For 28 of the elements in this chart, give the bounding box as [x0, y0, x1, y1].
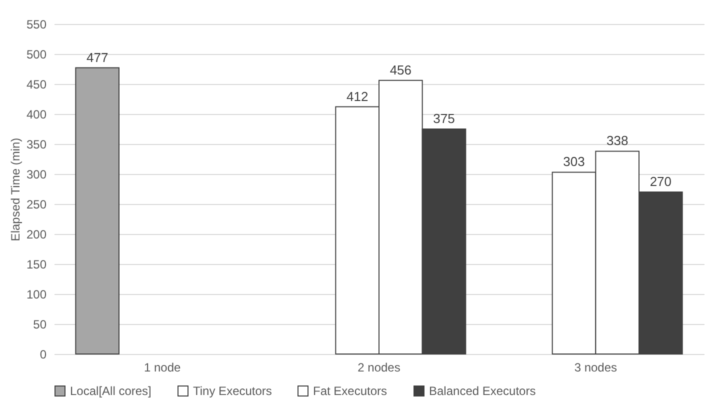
y-tick-label: 400 [26, 108, 47, 122]
bar [75, 67, 120, 354]
data-label: 338 [606, 133, 628, 148]
y-tick-label: 50 [33, 318, 47, 332]
data-label: 412 [346, 88, 368, 104]
y-tick-label: 100 [26, 288, 47, 302]
legend-label: Fat Executors [313, 384, 388, 398]
y-axis-title: Elapsed Time (min) [8, 138, 22, 242]
x-tick-label: 3 nodes [574, 360, 618, 374]
x-tick-label: 2 nodes [358, 360, 400, 374]
data-label: 375 [433, 111, 455, 126]
y-tick-label: 0 [40, 348, 47, 362]
data-label: 477 [86, 50, 108, 65]
y-tick-label: 350 [26, 138, 47, 152]
legend-label: Tiny Executors [193, 384, 272, 398]
data-label: 456 [390, 62, 412, 78]
data-label: 303 [563, 154, 585, 170]
y-tick-label: 450 [26, 78, 47, 92]
y-tick-label: 200 [26, 228, 47, 242]
y-tick-label: 500 [26, 48, 47, 62]
y-tick-label: 550 [26, 18, 47, 32]
legend-label: Local[All cores] [70, 384, 152, 398]
legend-label: Balanced Executors [429, 384, 536, 398]
y-tick-label: 150 [26, 258, 47, 272]
y-tick-label: 300 [26, 168, 47, 182]
x-tick-label: 1 node [144, 360, 182, 374]
y-tick-label: 250 [26, 198, 47, 212]
data-label: 270 [650, 174, 672, 189]
